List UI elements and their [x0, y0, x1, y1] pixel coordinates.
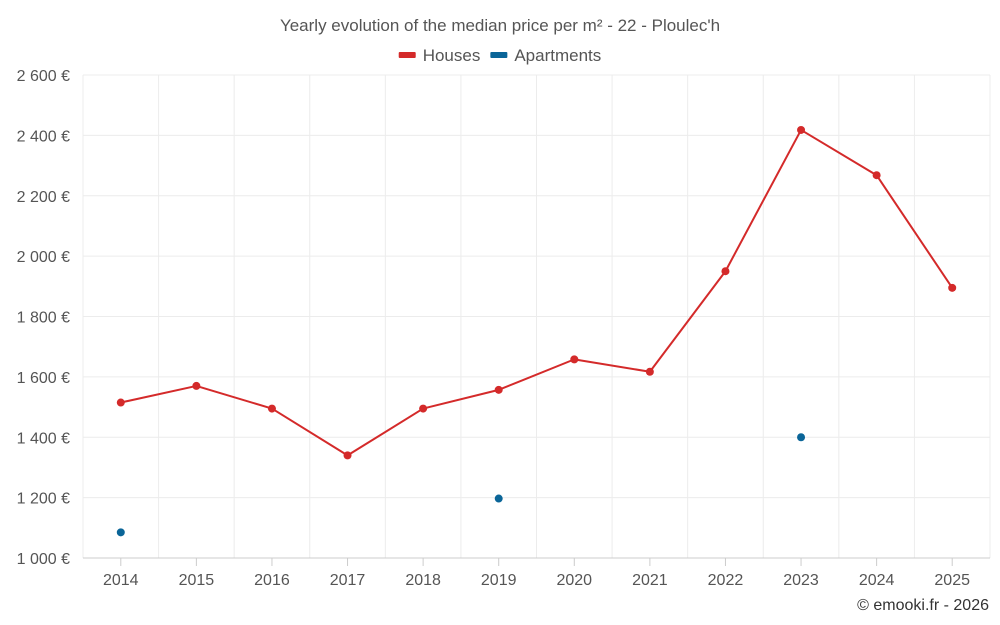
legend-label-apartments: Apartments	[514, 46, 601, 65]
series-apartments	[116, 433, 806, 537]
x-tick-label: 2016	[254, 572, 290, 589]
legend-swatch-apartments	[490, 52, 508, 58]
y-tick-label: 1 000 €	[17, 551, 70, 568]
series-line-houses	[120, 128, 954, 457]
legend-item-apartments[interactable]: Apartments	[490, 46, 601, 65]
y-axis: 1 000 € 1 200 € 1 400 € 1 600 € 1 800 € 2 000…	[17, 68, 70, 568]
series-houses	[116, 125, 957, 460]
y-tick-label: 2 200 €	[17, 189, 70, 206]
y-tick-label: 2 000 €	[17, 249, 70, 266]
x-tick-label: 2020	[556, 572, 592, 589]
legend-label-houses: Houses	[423, 46, 481, 65]
series	[116, 125, 957, 537]
x-tick-label: 2018	[405, 572, 441, 589]
point-houses-2020[interactable]	[570, 355, 579, 364]
point-apartments-2023[interactable]	[797, 433, 806, 442]
point-houses-2014[interactable]	[116, 398, 125, 407]
y-tick-label: 1 600 €	[17, 370, 70, 387]
point-houses-2025[interactable]	[948, 283, 957, 292]
y-tick-label: 1 800 €	[17, 310, 70, 327]
x-tick-label: 2017	[330, 572, 366, 589]
x-tick-label: 2022	[708, 572, 744, 589]
point-houses-2016[interactable]	[267, 404, 276, 413]
point-houses-2018[interactable]	[419, 404, 428, 413]
chart-title: Yearly evolution of the median price per…	[280, 16, 720, 35]
legend-item-houses[interactable]: Houses	[398, 46, 481, 65]
legend-swatch-houses	[398, 52, 416, 58]
y-tick-label: 2 600 €	[17, 68, 70, 85]
x-tick-label: 2021	[632, 572, 668, 589]
x-axis: 2014 2015 2016 2017 2018 2019 2020 2021 2022 2023…	[83, 557, 990, 589]
point-houses-2019[interactable]	[494, 385, 503, 394]
point-apartments-2014[interactable]	[116, 528, 125, 537]
credit-text: © emooki.fr - 2026	[857, 597, 989, 614]
point-houses-2022[interactable]	[721, 267, 730, 276]
y-tick-label: 2 400 €	[17, 128, 70, 145]
x-tick-label: 2019	[481, 572, 517, 589]
point-houses-2023[interactable]	[797, 125, 806, 134]
point-houses-2015[interactable]	[192, 381, 201, 390]
x-tick-label: 2025	[934, 572, 970, 589]
y-tick-label: 1 400 €	[17, 430, 70, 447]
point-houses-2024[interactable]	[872, 171, 881, 180]
point-apartments-2019[interactable]	[494, 494, 503, 503]
x-tick-label: 2023	[783, 572, 819, 589]
grid	[82, 74, 991, 559]
legend: Houses Apartments	[398, 46, 601, 65]
x-tick-label: 2015	[179, 572, 215, 589]
x-tick-label: 2024	[859, 572, 895, 589]
point-houses-2021[interactable]	[645, 367, 654, 376]
x-tick-label: 2014	[103, 572, 139, 589]
y-tick-label: 1 200 €	[17, 491, 70, 508]
point-houses-2017[interactable]	[343, 451, 352, 460]
